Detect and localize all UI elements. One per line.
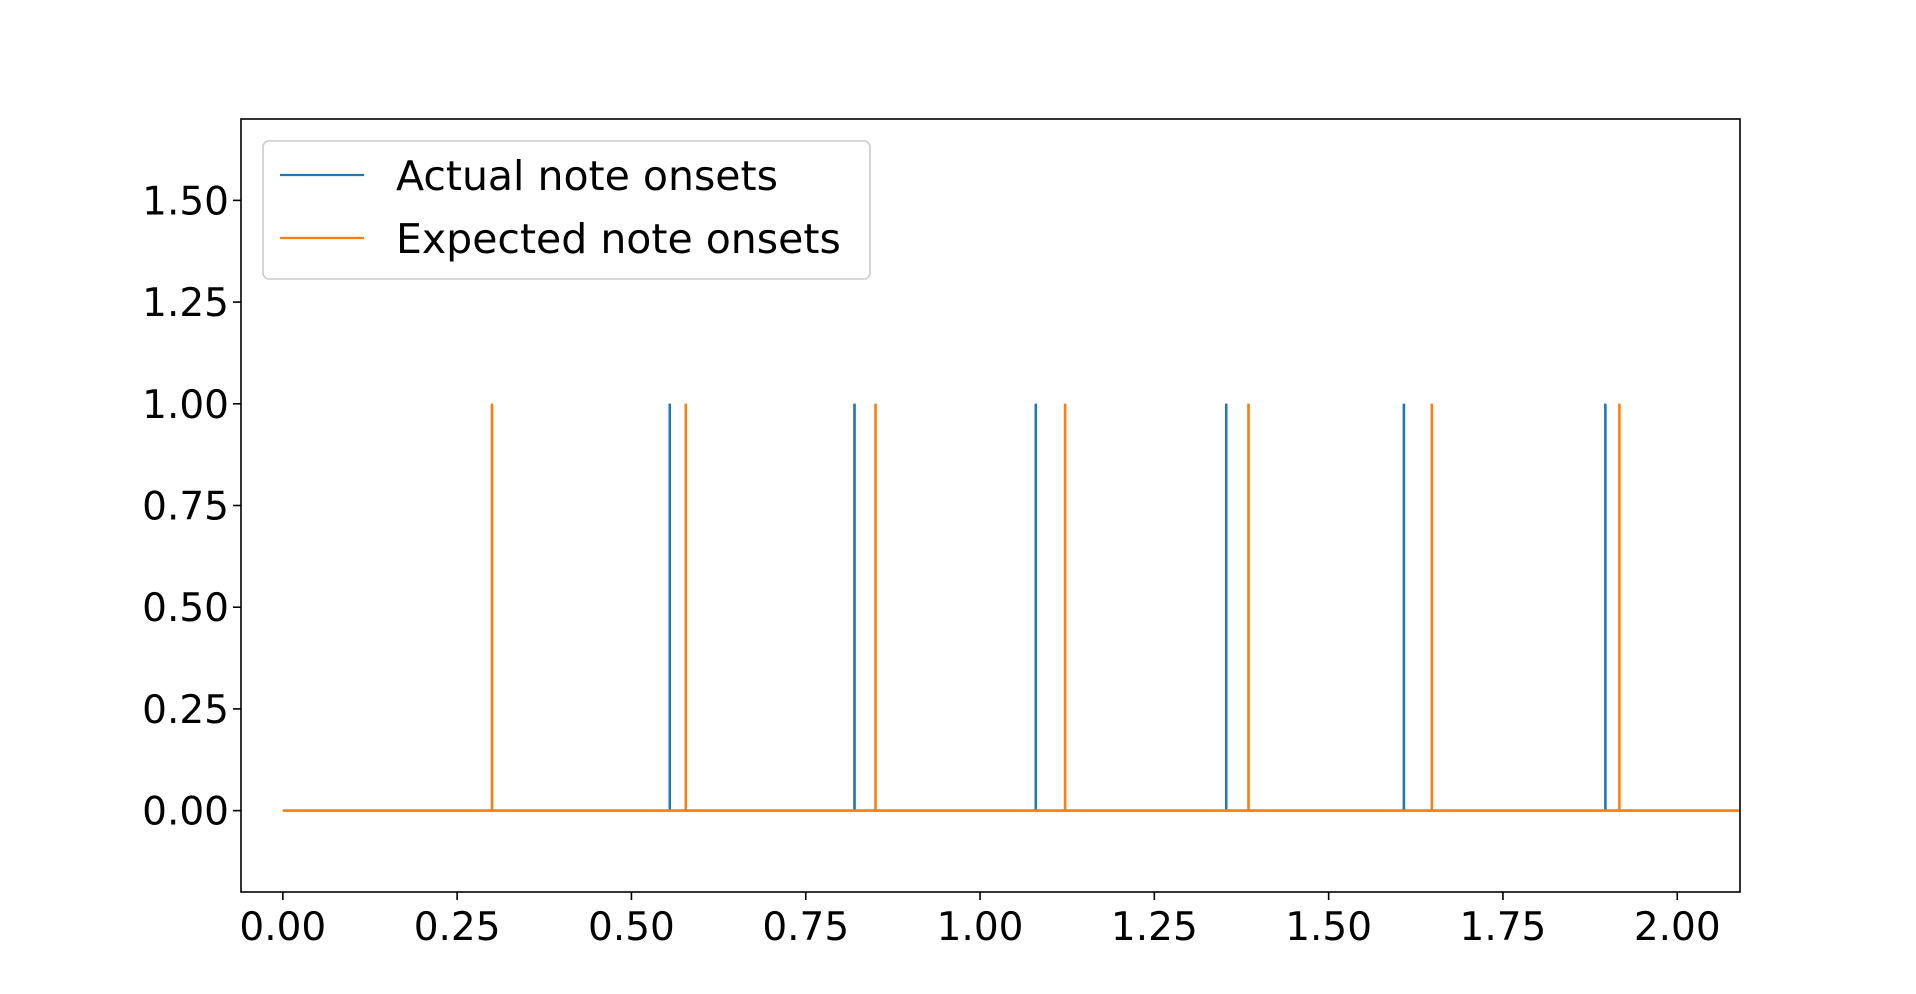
y-tick-label: 1.25 xyxy=(142,281,229,326)
x-tick-label: 0.00 xyxy=(239,905,326,950)
x-tick-label: 0.50 xyxy=(588,905,675,950)
y-tick-label: 0.00 xyxy=(142,790,229,835)
x-tick-label: 1.75 xyxy=(1460,905,1547,950)
legend: Actual note onsets Expected note onsets xyxy=(262,140,871,280)
y-tick-label: 1.50 xyxy=(142,179,229,224)
x-tick-label: 0.75 xyxy=(762,905,849,950)
y-tick-label: 0.75 xyxy=(142,485,229,530)
series-layer xyxy=(282,403,1740,812)
x-tick-label: 2.00 xyxy=(1634,905,1721,950)
x-tick-label: 1.50 xyxy=(1285,905,1372,950)
legend-label-expected: Expected note onsets xyxy=(396,215,841,263)
x-tick-label: 0.25 xyxy=(414,905,501,950)
y-tick-label: 0.50 xyxy=(142,586,229,631)
series-expected xyxy=(282,403,1740,812)
axes-layer: 0.00 0.25 0.50 0.75 1.00 1.25 1.50 1.75 2.00 0.00… xyxy=(142,179,1721,950)
legend-label-actual: Actual note onsets xyxy=(396,152,778,200)
legend-frame xyxy=(262,140,871,280)
x-tick-label: 1.00 xyxy=(937,905,1024,950)
y-tick-label: 0.25 xyxy=(142,688,229,733)
x-tick-label: 1.25 xyxy=(1111,905,1198,950)
y-tick-label: 1.00 xyxy=(142,383,229,428)
series-line-expected xyxy=(282,403,1740,812)
